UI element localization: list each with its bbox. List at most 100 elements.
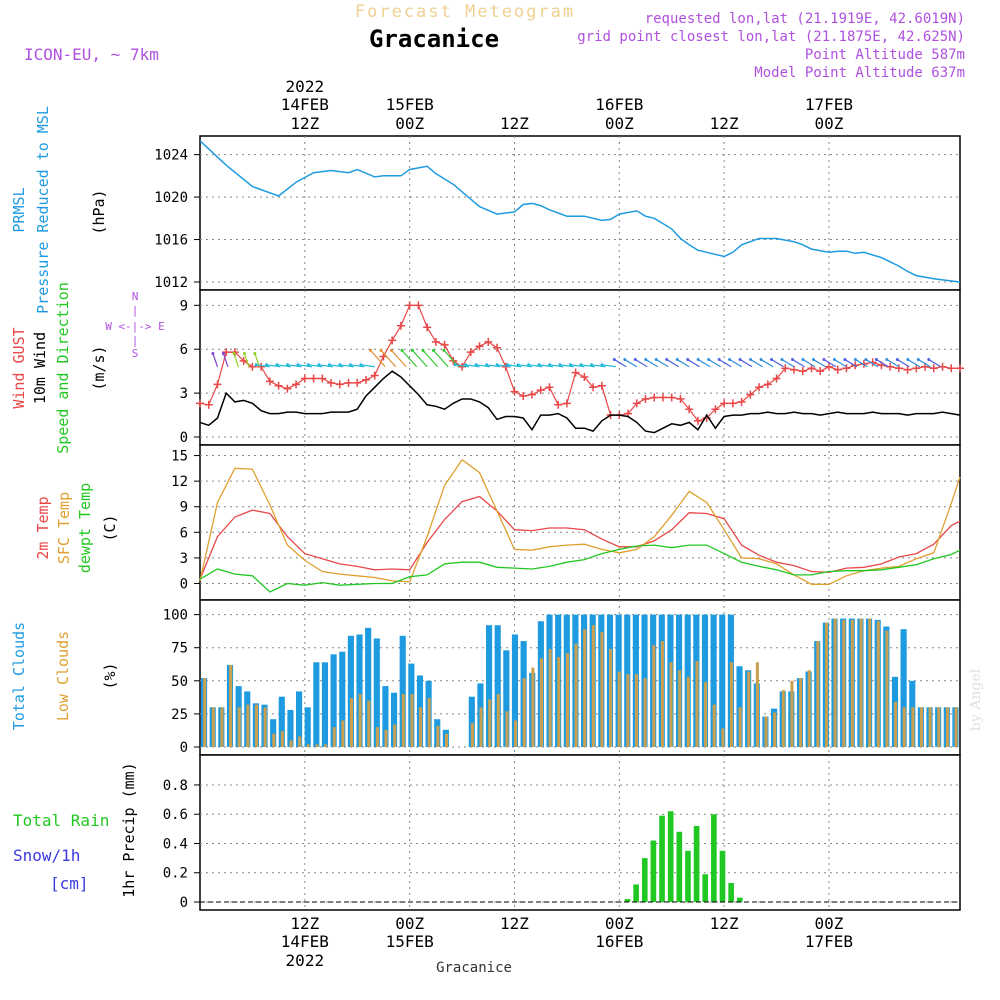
panel-frame (199, 754, 961, 911)
gust-marker (737, 397, 746, 406)
wind-arrow-head (749, 358, 753, 362)
time-tick-label-top: 12Z (290, 114, 319, 133)
rain-bar (641, 858, 648, 902)
low-cloud-bar (367, 700, 371, 747)
low-cloud-bar (868, 618, 872, 747)
wind-arrow-head (254, 363, 258, 367)
gust-marker (519, 392, 528, 401)
wind-arrow-head (485, 363, 489, 367)
wind-arrow-head (211, 352, 215, 356)
total-cloud-bar (373, 638, 380, 747)
low-cloud-bar (755, 662, 759, 747)
low-cloud-bar (246, 704, 250, 747)
low-cloud-bar (721, 728, 725, 747)
wind-arrow-head (675, 358, 679, 362)
total-cloud-bar (287, 709, 294, 747)
dewpt-label: dewpt Temp (76, 483, 94, 573)
wind-direction-arrow (771, 359, 784, 368)
low-cloud-bar (634, 674, 639, 747)
low-cloud-bar (315, 744, 319, 747)
low-cloud-bar (781, 690, 785, 747)
wind-direction-arrow (645, 359, 659, 368)
low-cloud-bar (436, 725, 440, 747)
gust-marker (842, 364, 851, 373)
time-tick-label-top: 00Z (605, 114, 634, 133)
wind-direction-arrow (655, 359, 669, 368)
low-cloud-bar (539, 658, 544, 747)
low-cloud-bar (393, 724, 397, 747)
y-tick-label: 1016 (154, 233, 188, 249)
y-tick-label: 1012 (154, 275, 188, 291)
wind-direction-arrow (634, 359, 648, 368)
wind-direction-arrow (380, 349, 397, 368)
total-cloud-bar (296, 691, 303, 747)
footer-location: Gracanice (436, 960, 512, 976)
low-cloud-bar (324, 744, 328, 747)
wind-direction-arrow (549, 364, 564, 368)
y-tick-label: 0.8 (163, 778, 188, 794)
gust-marker (309, 374, 318, 383)
y-tick-label: 75 (171, 641, 188, 657)
time-tick-label-top: 12Z (710, 114, 739, 133)
time-date-label-bottom: 14FEB (281, 932, 329, 951)
low-cloud-bar (902, 707, 906, 747)
gust-marker (344, 378, 353, 387)
low-cloud-bar (747, 671, 751, 747)
total-cloud-bar (494, 625, 501, 747)
time-date-label-bottom: 15FEB (386, 932, 434, 951)
gust-marker (650, 393, 659, 402)
low-cloud-bar (332, 727, 336, 747)
gust-marker (781, 364, 790, 373)
wind-arrow-head (369, 348, 373, 352)
wind-arrow-head (242, 352, 246, 356)
low-cloud-bar (669, 662, 673, 747)
wind-arrow-head (801, 358, 805, 362)
time-date-label-top: 14FEB (281, 95, 329, 114)
wind-direction-arrow (350, 364, 365, 368)
wind-direction-arrow (666, 359, 680, 368)
y-tick-label: 6 (180, 525, 188, 541)
wind-arrow-head (516, 363, 520, 367)
wind-arrow-head (759, 358, 763, 362)
wind-arrow-head (895, 358, 899, 362)
pressure-label-full: Pressure Reduced to MSL (34, 106, 52, 314)
wind-arrow-head (285, 363, 289, 367)
gust-marker (658, 393, 667, 402)
rain-label: Total Rain (13, 811, 109, 830)
wind-arrow-head (327, 363, 331, 367)
sfc-temp-label: SFC Temp (55, 492, 73, 564)
wind-direction-arrow (266, 364, 281, 368)
wind-arrow-head (927, 358, 931, 362)
wind-arrow-head (306, 363, 310, 367)
gust-marker (947, 364, 956, 373)
wind-direction-arrow (538, 364, 554, 368)
gust-marker (580, 373, 589, 382)
panel-1: 1012 1016 1020 1024 (154, 135, 961, 291)
wind-arrow-head (832, 358, 836, 362)
wind-arrow-head (379, 348, 383, 352)
gust-marker (318, 374, 327, 383)
total-cloud-bar (304, 707, 311, 747)
wind-arrow-head (738, 358, 742, 362)
wind-arrow-head (453, 363, 457, 367)
gust-marker (798, 367, 807, 376)
time-tick-label-top: 00Z (395, 114, 424, 133)
wind-direction-arrow (497, 364, 512, 368)
rain-bar (676, 831, 683, 902)
wind-direction-arrow (718, 359, 732, 368)
time-tick-label-bottom: 00Z (815, 914, 844, 933)
total-cloud-bar (736, 666, 743, 747)
plot-area: 1012101610201024036903691215025507510000… (10, 77, 964, 970)
total-cloud-bar (710, 614, 717, 747)
low-cloud-bar (574, 643, 578, 747)
compass-west-east: W <-|-> E (105, 320, 165, 333)
wind-arrow-head (853, 358, 857, 362)
wind-arrow-head (665, 358, 669, 362)
low-cloud-bar (237, 707, 241, 747)
snow-unit-label: [cm] (50, 874, 89, 893)
rain-bar (711, 814, 717, 902)
low-cloud-bar (272, 733, 276, 747)
low-cloud-bar (600, 631, 604, 747)
wind-direction-arrow (255, 364, 270, 368)
low-cloud-bar (850, 619, 854, 747)
